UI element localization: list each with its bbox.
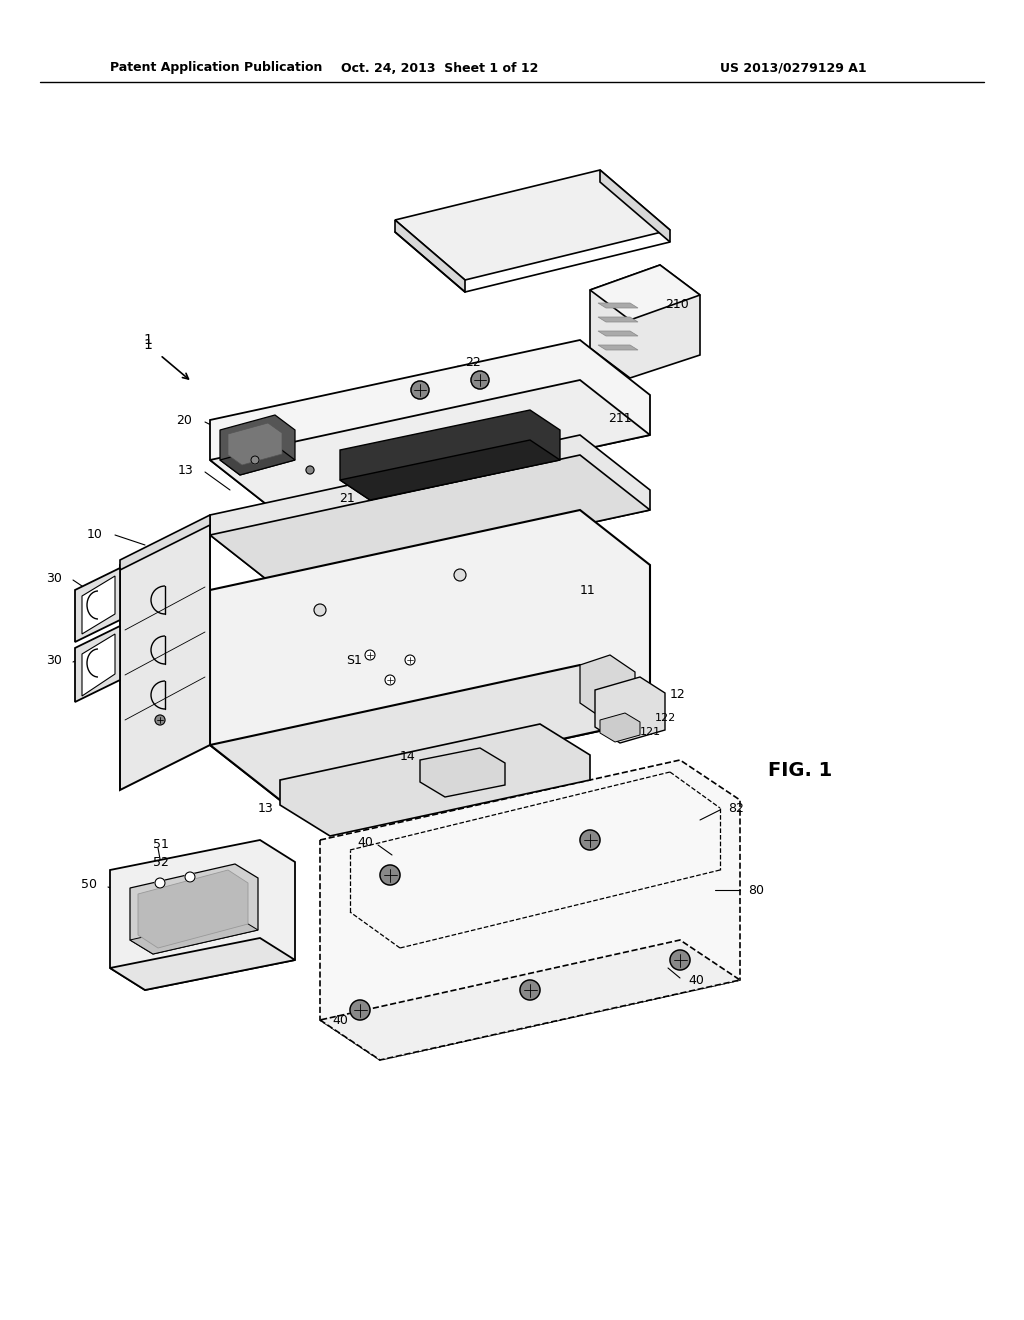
Text: 82: 82 (728, 801, 743, 814)
Text: 122: 122 (655, 713, 676, 723)
Polygon shape (598, 317, 638, 322)
Text: 210: 210 (665, 298, 689, 312)
Circle shape (471, 371, 489, 389)
Text: S1: S1 (346, 653, 362, 667)
Circle shape (520, 979, 540, 1001)
Polygon shape (110, 840, 295, 990)
Polygon shape (120, 515, 210, 570)
Polygon shape (395, 220, 465, 292)
Polygon shape (220, 445, 295, 475)
Text: 11: 11 (580, 583, 596, 597)
Circle shape (306, 466, 314, 474)
Circle shape (365, 649, 375, 660)
Polygon shape (590, 265, 700, 378)
Text: 12: 12 (670, 689, 686, 701)
Polygon shape (82, 634, 115, 696)
Polygon shape (110, 939, 295, 990)
Polygon shape (228, 422, 282, 465)
Polygon shape (210, 455, 650, 590)
Polygon shape (600, 170, 670, 242)
Polygon shape (82, 576, 115, 634)
Polygon shape (130, 865, 258, 954)
Text: US 2013/0279129 A1: US 2013/0279129 A1 (720, 62, 866, 74)
Text: 13: 13 (177, 463, 193, 477)
Text: 50: 50 (81, 879, 97, 891)
Text: 30: 30 (46, 572, 62, 585)
Circle shape (251, 455, 259, 465)
Polygon shape (210, 665, 650, 800)
Circle shape (385, 675, 395, 685)
Polygon shape (340, 440, 560, 500)
Circle shape (350, 1001, 370, 1020)
Polygon shape (130, 916, 258, 954)
Text: 22: 22 (465, 355, 480, 368)
Polygon shape (600, 713, 640, 742)
Polygon shape (210, 380, 650, 515)
Polygon shape (598, 331, 638, 337)
Text: 20: 20 (176, 413, 193, 426)
Polygon shape (319, 760, 740, 1060)
Polygon shape (210, 341, 650, 515)
Polygon shape (210, 436, 650, 590)
Polygon shape (120, 520, 210, 789)
Polygon shape (340, 411, 560, 500)
Circle shape (380, 865, 400, 884)
Text: 13: 13 (257, 801, 273, 814)
Text: 40: 40 (357, 837, 373, 850)
Text: 121: 121 (640, 727, 662, 737)
Circle shape (411, 381, 429, 399)
Circle shape (580, 830, 600, 850)
Polygon shape (220, 414, 295, 475)
Polygon shape (280, 723, 590, 836)
Polygon shape (395, 170, 670, 280)
Text: 51: 51 (153, 838, 169, 851)
Polygon shape (598, 304, 638, 308)
Polygon shape (598, 345, 638, 350)
Text: 14: 14 (399, 751, 415, 763)
Circle shape (185, 873, 195, 882)
Polygon shape (75, 626, 120, 702)
Text: 52: 52 (153, 855, 169, 869)
Text: 10: 10 (87, 528, 103, 541)
Text: Patent Application Publication: Patent Application Publication (110, 62, 323, 74)
Polygon shape (319, 940, 740, 1060)
Polygon shape (590, 265, 700, 319)
Circle shape (670, 950, 690, 970)
Text: 1: 1 (143, 338, 153, 352)
Text: 211: 211 (608, 412, 632, 425)
Text: 21: 21 (339, 491, 355, 504)
Polygon shape (420, 748, 505, 797)
Polygon shape (580, 655, 635, 719)
Text: 1: 1 (143, 333, 153, 347)
Circle shape (314, 605, 326, 616)
Circle shape (406, 655, 415, 665)
Polygon shape (595, 677, 665, 743)
Circle shape (155, 715, 165, 725)
Polygon shape (138, 870, 248, 948)
Circle shape (454, 569, 466, 581)
Text: 40: 40 (332, 1014, 348, 1027)
Polygon shape (210, 510, 650, 800)
Text: 40: 40 (688, 974, 703, 986)
Text: FIG. 1: FIG. 1 (768, 760, 833, 780)
Text: Oct. 24, 2013  Sheet 1 of 12: Oct. 24, 2013 Sheet 1 of 12 (341, 62, 539, 74)
Polygon shape (75, 568, 120, 642)
Text: 80: 80 (748, 883, 764, 896)
Text: 30: 30 (46, 653, 62, 667)
Circle shape (155, 878, 165, 888)
